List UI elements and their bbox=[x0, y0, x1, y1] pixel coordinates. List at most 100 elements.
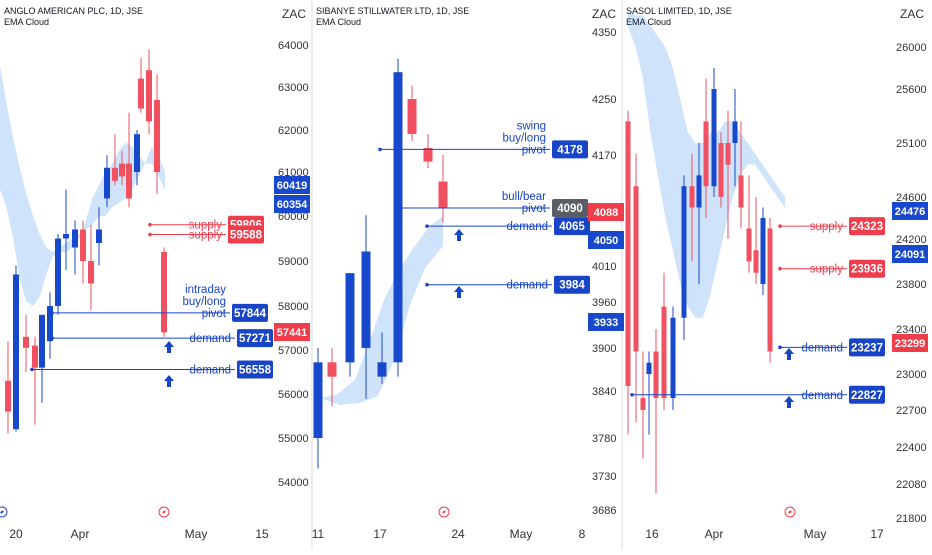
indicator-label: EMA Cloud bbox=[4, 17, 49, 27]
chart-panel-1: supply59806supply59588intradaybuy/longpi… bbox=[0, 6, 310, 541]
level-value-box bbox=[849, 338, 885, 357]
y-tick-label: 24200 bbox=[896, 234, 927, 246]
y-tick-label: 3840 bbox=[592, 386, 616, 398]
y-tick-label: 22080 bbox=[896, 479, 927, 491]
level-dot bbox=[148, 222, 152, 227]
y-tick-label: 23000 bbox=[896, 369, 927, 381]
level-value: 23237 bbox=[851, 342, 883, 354]
x-tick-label: 15 bbox=[255, 527, 269, 541]
chart-title: ANGLO AMERICAN PLC, 1D, JSE bbox=[4, 6, 143, 16]
candle-body bbox=[640, 398, 646, 410]
candle-body bbox=[438, 181, 448, 208]
y-tick-label: 3960 bbox=[592, 297, 616, 309]
x-tick-label: Apr bbox=[71, 527, 90, 541]
level-dot bbox=[30, 367, 34, 372]
price-tag-value: 60354 bbox=[277, 199, 308, 211]
price-tag-value: 57441 bbox=[277, 327, 308, 339]
candle-body bbox=[393, 72, 403, 363]
level-value: 4090 bbox=[557, 203, 583, 215]
price-tag-value: 4088 bbox=[594, 207, 618, 219]
level-value-box bbox=[237, 360, 273, 379]
y-tick-label: 56000 bbox=[278, 389, 309, 401]
level-label: bull/bear pivot bbox=[502, 191, 547, 215]
candle-body bbox=[112, 167, 118, 181]
price-tag bbox=[892, 202, 928, 220]
level-value-box bbox=[228, 225, 264, 244]
level-dot bbox=[778, 266, 782, 271]
chart-title: SASOL LIMITED, 1D, JSE bbox=[626, 6, 732, 16]
candle-body bbox=[154, 99, 160, 172]
level-value: 3984 bbox=[559, 280, 585, 292]
candle-body bbox=[313, 362, 323, 438]
price-tag bbox=[588, 231, 624, 249]
level-dot bbox=[425, 224, 429, 228]
level-label: supply bbox=[810, 264, 843, 276]
level-value: 56558 bbox=[239, 364, 272, 376]
level-value: 22827 bbox=[851, 390, 883, 402]
y-tick-label: 58000 bbox=[278, 301, 309, 313]
level-value: 59588 bbox=[230, 230, 263, 242]
level-value-box bbox=[554, 275, 590, 294]
price-tag-value: 3933 bbox=[594, 317, 618, 329]
y-tick-label: 25100 bbox=[896, 138, 927, 150]
level-label: swing buy/long pivot bbox=[503, 120, 547, 156]
x-tick-label: May bbox=[510, 527, 533, 541]
level-label: intraday buy/long pivot bbox=[183, 284, 227, 320]
level-label: demand bbox=[801, 390, 843, 402]
lightning-icon bbox=[442, 509, 446, 515]
candle-body bbox=[711, 89, 717, 187]
level-value: 57271 bbox=[239, 333, 272, 345]
level-value-box bbox=[232, 303, 268, 322]
level-label: supply bbox=[189, 230, 222, 242]
level-dot bbox=[148, 232, 152, 237]
price-tag bbox=[892, 245, 928, 263]
level-value-box bbox=[554, 217, 590, 236]
level-dot bbox=[778, 345, 782, 350]
level-value-box bbox=[849, 259, 885, 278]
y-tick-label: 4250 bbox=[592, 94, 616, 106]
price-tag-value: 4050 bbox=[594, 235, 618, 247]
x-tick-label: 8 bbox=[579, 527, 586, 541]
x-tick-label: Apr bbox=[705, 527, 724, 541]
y-tick-label: 59000 bbox=[278, 256, 309, 268]
y-tick-label: 64000 bbox=[278, 40, 309, 52]
chart-panel-3: supply 24323 supply 23936 demand 23237 demand 2… bbox=[625, 6, 928, 541]
candle-body bbox=[696, 175, 702, 208]
chart-title: SIBANYE STILLWATER LTD, 1D, JSE bbox=[316, 6, 469, 16]
currency-label: ZAC bbox=[900, 7, 924, 21]
candle-body bbox=[738, 175, 744, 208]
candle-body bbox=[72, 229, 78, 248]
y-tick-label: 3900 bbox=[592, 343, 616, 355]
y-tick-label: 24600 bbox=[896, 192, 927, 204]
candle-body bbox=[653, 351, 659, 398]
candle-body bbox=[345, 273, 355, 363]
candle-body bbox=[361, 251, 371, 348]
candle-body bbox=[377, 362, 387, 377]
candle-body bbox=[689, 186, 695, 208]
up-arrow-icon bbox=[164, 341, 174, 353]
y-tick-label: 22400 bbox=[896, 442, 927, 454]
candle-body bbox=[718, 143, 724, 197]
ema-cloud bbox=[0, 66, 165, 306]
level-value-box bbox=[849, 217, 885, 236]
candle-body bbox=[126, 163, 132, 199]
event-marker-icon bbox=[0, 506, 8, 518]
level-value: 24323 bbox=[851, 221, 883, 233]
price-tag bbox=[274, 176, 310, 194]
y-tick-label: 60000 bbox=[278, 211, 309, 223]
candle-body bbox=[104, 167, 110, 199]
y-tick-label: 21800 bbox=[896, 513, 927, 525]
y-tick-label: 4010 bbox=[592, 261, 616, 273]
candle-body bbox=[646, 362, 652, 374]
candle-body bbox=[767, 228, 773, 352]
y-tick-label: 3730 bbox=[592, 471, 616, 483]
price-tag-value: 24476 bbox=[895, 206, 926, 218]
price-tag bbox=[274, 195, 310, 213]
candle-body bbox=[119, 163, 125, 177]
candle-body bbox=[47, 306, 53, 342]
candle-body bbox=[138, 78, 144, 109]
y-tick-label: 62000 bbox=[278, 125, 309, 137]
price-tag-value: 24091 bbox=[895, 249, 926, 261]
level-value: 23936 bbox=[851, 264, 883, 276]
